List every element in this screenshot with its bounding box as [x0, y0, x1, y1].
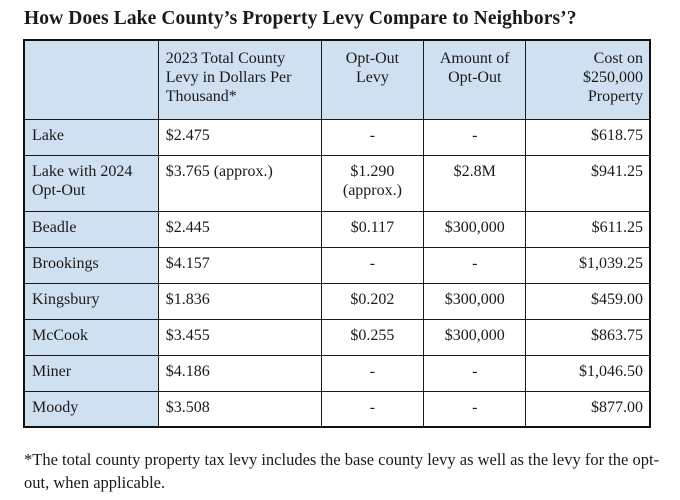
opt-out-amount: $300,000	[423, 283, 527, 320]
opt-out-amount: $2.8M	[423, 155, 527, 212]
total-levy: $4.186	[157, 355, 322, 392]
header-opt-out-amount: Amount of Opt-Out	[423, 40, 527, 120]
county-name: Lake	[24, 119, 159, 156]
property-cost: $877.00	[525, 391, 651, 428]
total-levy: $2.475	[157, 119, 322, 156]
county-name: Beadle	[24, 211, 159, 248]
opt-out-levy: -	[320, 355, 425, 392]
opt-out-levy: -	[320, 391, 425, 428]
page-title: How Does Lake County’s Property Levy Com…	[24, 8, 577, 29]
opt-out-levy: $0.202	[320, 283, 425, 320]
table-row: Kingsbury $1.836 $0.202 $300,000 $459.00	[24, 283, 651, 320]
table-row: Lake $2.475 - - $618.75	[24, 119, 651, 156]
opt-out-levy: $0.255	[320, 319, 425, 356]
table-header-row: 2023 Total County Levy in Dollars Per Th…	[24, 40, 651, 120]
total-levy: $3.508	[157, 391, 322, 428]
opt-out-amount: -	[423, 391, 527, 428]
total-levy: $3.455	[157, 319, 322, 356]
county-name: McCook	[24, 319, 159, 356]
table-row: Beadle $2.445 $0.117 $300,000 $611.25	[24, 211, 651, 248]
total-levy: $2.445	[157, 211, 322, 248]
footnote: *The total county property tax levy incl…	[24, 450, 660, 492]
property-cost: $941.25	[525, 155, 651, 212]
opt-out-amount: -	[423, 119, 527, 156]
opt-out-amount: $300,000	[423, 319, 527, 356]
table-row: Brookings $4.157 - - $1,039.25	[24, 247, 651, 284]
county-name: Miner	[24, 355, 159, 392]
county-name: Brookings	[24, 247, 159, 284]
header-opt-out-levy: Opt-Out Levy	[320, 40, 425, 120]
table-row: Miner $4.186 - - $1,046.50	[24, 355, 651, 392]
header-county	[24, 40, 159, 120]
property-cost: $863.75	[525, 319, 651, 356]
county-name: Kingsbury	[24, 283, 159, 320]
county-name: Lake with 2024 Opt-Out	[24, 155, 159, 212]
table-row: McCook $3.455 $0.255 $300,000 $863.75	[24, 319, 651, 356]
table-row: Lake with 2024 Opt-Out $3.765 (approx.) …	[24, 155, 651, 212]
county-name: Moody	[24, 391, 159, 428]
opt-out-amount: $300,000	[423, 211, 527, 248]
total-levy: $1.836	[157, 283, 322, 320]
table-row: Moody $3.508 - - $877.00	[24, 391, 651, 428]
header-cost: Cost on $250,000 Property	[525, 40, 651, 120]
property-cost: $459.00	[525, 283, 651, 320]
property-cost: $1,039.25	[525, 247, 651, 284]
opt-out-levy: $0.117	[320, 211, 425, 248]
opt-out-levy: $1.290 (approx.)	[320, 155, 425, 212]
opt-out-levy: -	[320, 247, 425, 284]
levy-comparison-table: 2023 Total County Levy in Dollars Per Th…	[24, 40, 651, 428]
property-cost: $1,046.50	[525, 355, 651, 392]
total-levy: $4.157	[157, 247, 322, 284]
opt-out-amount: -	[423, 247, 527, 284]
total-levy: $3.765 (approx.)	[157, 155, 322, 212]
property-cost: $618.75	[525, 119, 651, 156]
property-cost: $611.25	[525, 211, 651, 248]
header-total-levy: 2023 Total County Levy in Dollars Per Th…	[157, 40, 322, 120]
opt-out-amount: -	[423, 355, 527, 392]
opt-out-levy: -	[320, 119, 425, 156]
